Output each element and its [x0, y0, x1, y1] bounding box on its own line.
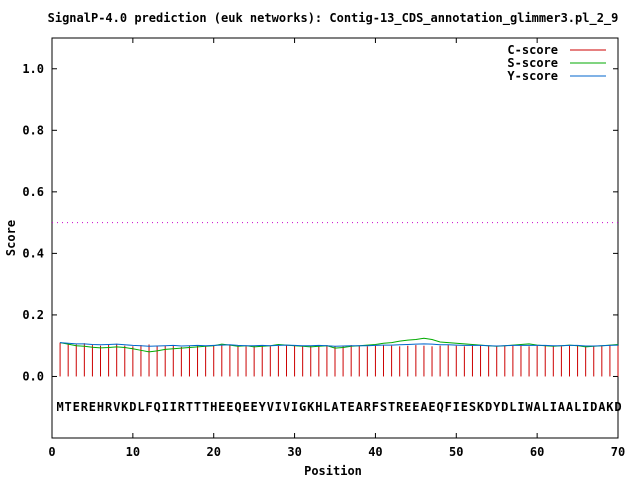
sequence-residue: I — [162, 400, 169, 414]
y-tick-label: 0.4 — [22, 246, 44, 260]
sequence-residue: R — [105, 400, 113, 414]
sequence-residue: K — [606, 400, 614, 414]
sequence-residue: E — [89, 400, 96, 414]
sequence-residue: R — [178, 400, 186, 414]
sequence-residue: Q — [436, 400, 443, 414]
sequence-residue: E — [251, 400, 258, 414]
sequence-residue: Y — [493, 400, 501, 414]
sequence-residue: L — [323, 400, 330, 414]
sequence-residue: D — [485, 400, 492, 414]
sequence-residue: E — [412, 400, 419, 414]
sequence-residue: I — [550, 400, 557, 414]
x-tick-label: 40 — [368, 445, 382, 459]
sequence-residue: T — [65, 400, 72, 414]
sequence-residue: D — [590, 400, 597, 414]
sequence-residue: R — [81, 400, 89, 414]
sequence-residue: Q — [234, 400, 241, 414]
x-tick-label: 0 — [48, 445, 55, 459]
x-tick-label: 20 — [206, 445, 220, 459]
sequence-residue: V — [113, 400, 120, 414]
y-tick-label: 1.0 — [22, 62, 44, 76]
sequence-residue: E — [348, 400, 355, 414]
y-score-line — [60, 342, 619, 347]
x-axis-label: Position — [304, 464, 362, 478]
sequence-residue: V — [267, 400, 274, 414]
sequence-residue: A — [420, 400, 428, 414]
sequence-residue: A — [534, 400, 542, 414]
sequence-residue: M — [56, 400, 63, 414]
x-axis: 0 10 20 30 40 50 60 70 — [48, 38, 625, 459]
sequence-residue: T — [186, 400, 193, 414]
sequence-residue: T — [202, 400, 209, 414]
sequence-residue: W — [525, 400, 533, 414]
sequence-residue: A — [558, 400, 566, 414]
sequence-residue: I — [453, 400, 460, 414]
sequence-residue: E — [226, 400, 233, 414]
x-tick-label: 70 — [611, 445, 625, 459]
sequence-residue: A — [598, 400, 606, 414]
sequence-residue: I — [291, 400, 298, 414]
sequence-residue: S — [380, 400, 387, 414]
sequence-residue: R — [396, 400, 404, 414]
sequence-residue: F — [445, 400, 452, 414]
sequence-residue: D — [614, 400, 621, 414]
legend: C-score S-score Y-score — [507, 43, 606, 83]
sequence-residue: E — [73, 400, 80, 414]
x-tick-label: 60 — [530, 445, 544, 459]
sequence-residue: H — [97, 400, 104, 414]
sequence-residue: T — [339, 400, 346, 414]
x-tick-label: 50 — [449, 445, 463, 459]
sequence-residue: T — [194, 400, 201, 414]
sequence-residue: I — [275, 400, 282, 414]
sequence-residue: V — [283, 400, 290, 414]
y-tick-label: 0.2 — [22, 308, 44, 322]
x-tick-label: 30 — [287, 445, 301, 459]
y-axis: 0.0 0.2 0.4 0.6 0.8 1.0 — [22, 62, 618, 383]
y-tick-label: 0.6 — [22, 185, 44, 199]
sequence-residue: A — [331, 400, 339, 414]
y-tick-label: 0.0 — [22, 369, 44, 383]
legend-label-y-score: Y-score — [507, 69, 558, 83]
sequence-residue: L — [574, 400, 581, 414]
sequence-residue: H — [315, 400, 322, 414]
sequence-residue: R — [364, 400, 372, 414]
sequence-residue: S — [469, 400, 476, 414]
sequence-residue: E — [404, 400, 411, 414]
sequence-residue: Q — [153, 400, 160, 414]
sequence-residue: Y — [259, 400, 267, 414]
y-axis-label: Score — [4, 220, 18, 256]
sequence-residue: T — [388, 400, 395, 414]
x-tick-label: 10 — [126, 445, 140, 459]
sequence-residue: K — [121, 400, 129, 414]
sequence-residue: K — [307, 400, 315, 414]
chart-title: SignalP-4.0 prediction (euk networks): C… — [48, 11, 619, 26]
sequence-residue: F — [145, 400, 152, 414]
sequence-residue: F — [372, 400, 379, 414]
sequence-residue: K — [477, 400, 485, 414]
sequence-residue: A — [566, 400, 574, 414]
sequence-residue: I — [170, 400, 177, 414]
sequence-residue: L — [137, 400, 144, 414]
sequence-residue: E — [242, 400, 249, 414]
sequence-residue: A — [356, 400, 364, 414]
sequence-residue: I — [517, 400, 524, 414]
sequence-residue: E — [461, 400, 468, 414]
sequence-residue: E — [218, 400, 225, 414]
sequence-residue: I — [582, 400, 589, 414]
sequence-residue: G — [299, 400, 306, 414]
legend-label-c-score: C-score — [507, 43, 558, 57]
sequence-residue: D — [501, 400, 508, 414]
sequence-residue: L — [509, 400, 516, 414]
legend-label-s-score: S-score — [507, 56, 558, 70]
sequence-residue: D — [129, 400, 136, 414]
sequence-residue: E — [428, 400, 435, 414]
plot-frame — [51, 37, 619, 439]
y-tick-label: 0.8 — [22, 123, 44, 137]
sequence-residue: H — [210, 400, 217, 414]
sequence-residue: L — [542, 400, 549, 414]
s-score-line — [59, 337, 619, 353]
